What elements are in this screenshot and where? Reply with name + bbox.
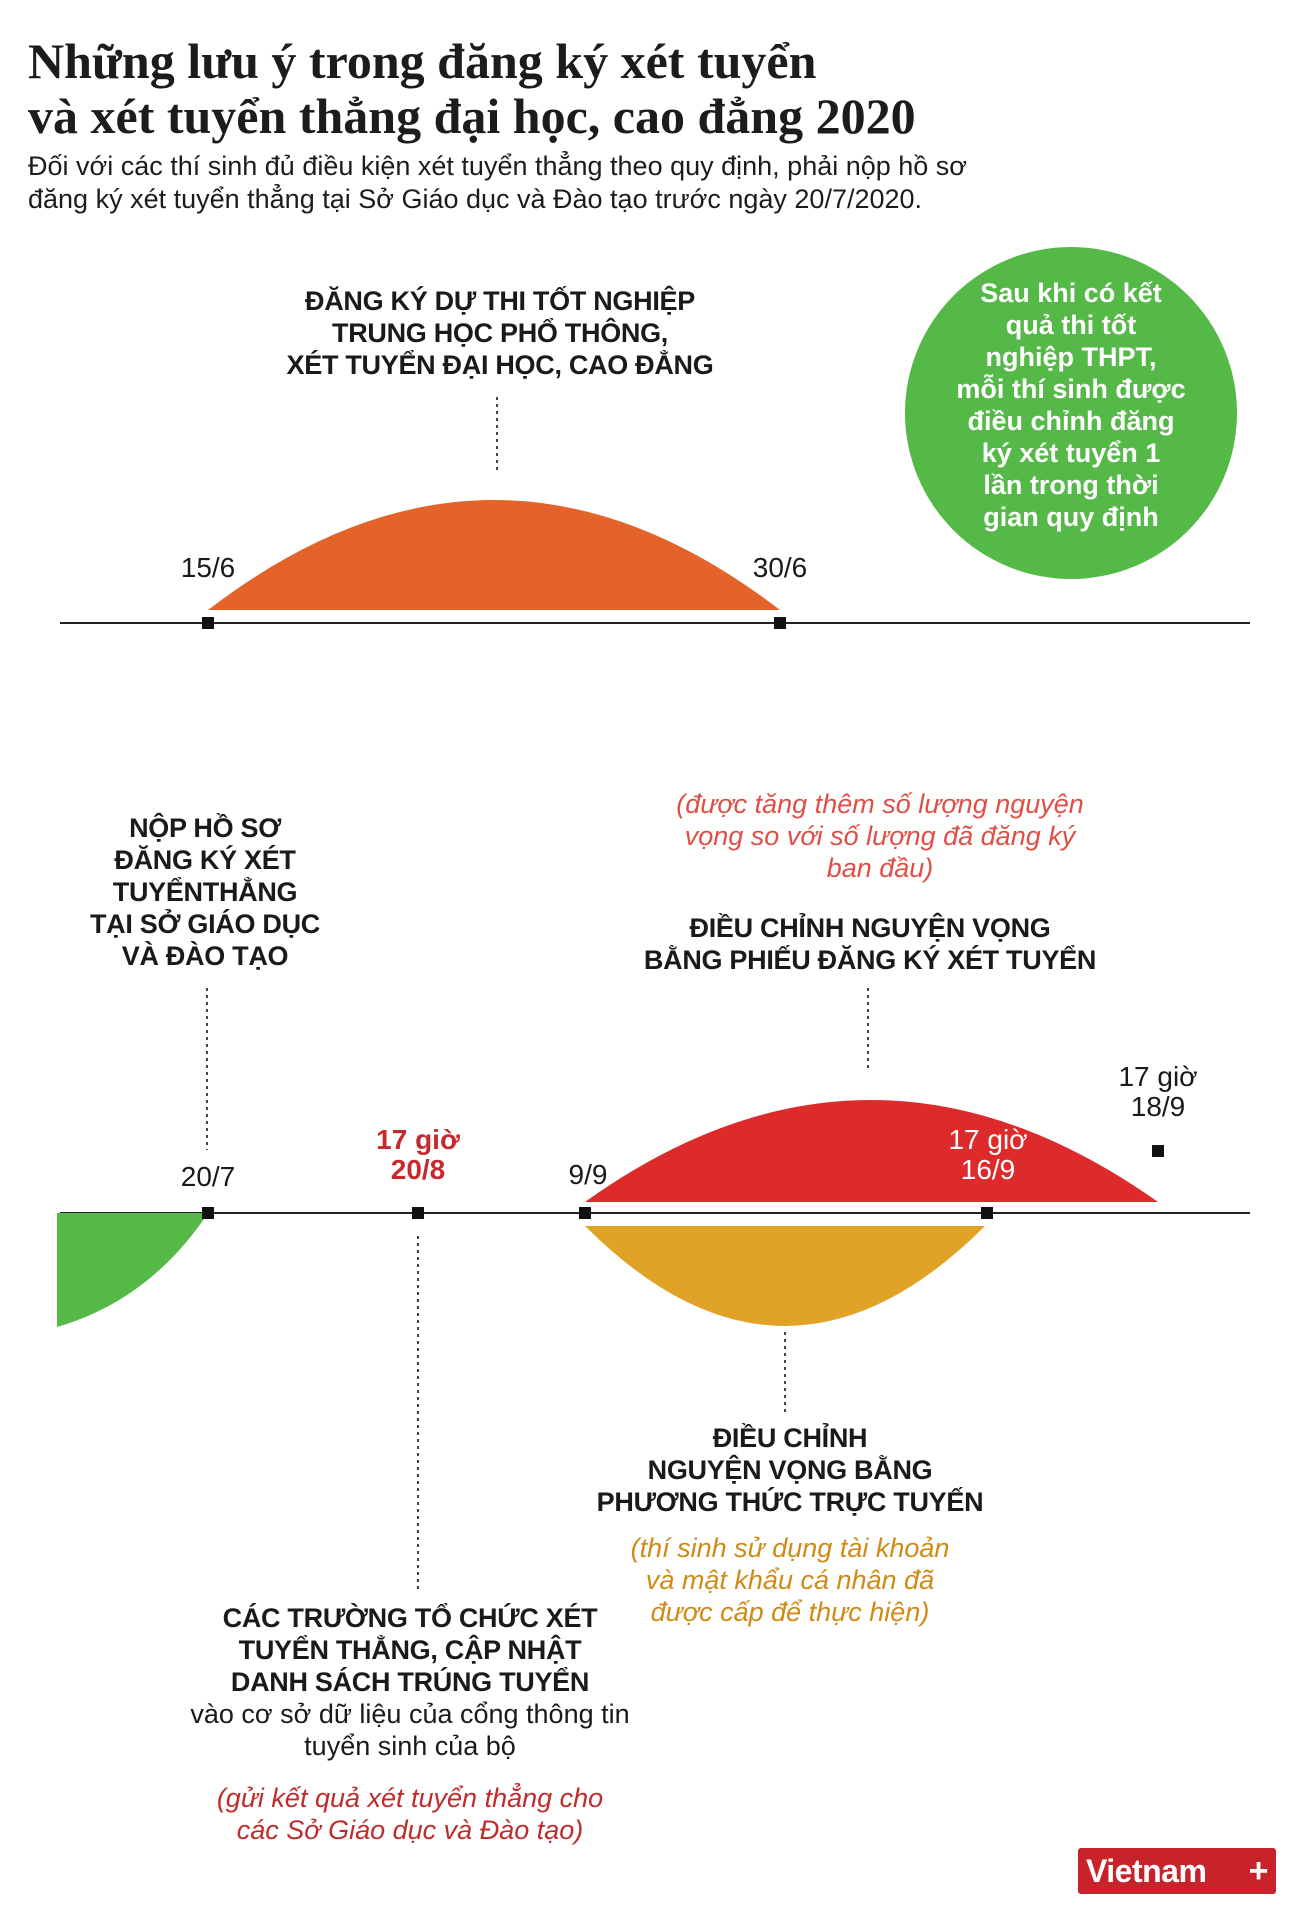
schools-note-line-2: các Sở Giáo dục và Đào tạo) xyxy=(236,1815,584,1845)
schools-event-label: CÁC TRƯỜNG TỔ CHỨC XÉT TUYỂN THẲNG, CẬP … xyxy=(160,1602,660,1698)
adjustment-info-text: Sau khi có kết quả thi tốt nghiệp THPT, … xyxy=(905,277,1237,533)
deadline-20-8: 17 giờ 20/8 xyxy=(348,1125,488,1185)
paper-event-line-1: ĐIỀU CHỈNH NGUYỆN VỌNG xyxy=(689,913,1051,943)
deadline-18-9-date: 18/9 xyxy=(1130,1091,1186,1122)
schools-note: (gửi kết quả xét tuyển thẳng cho các Sở … xyxy=(170,1782,650,1846)
info-line-5: điều chỉnh đăng xyxy=(967,406,1175,436)
deadline-18-9: 17 giờ 18/9 xyxy=(1098,1062,1218,1122)
online-note-line-1: (thí sinh sử dụng tài khoản xyxy=(630,1533,950,1563)
paper-adjustment-arc xyxy=(585,1100,1158,1202)
info-line-8: gian quy định xyxy=(983,502,1159,532)
marker-20-7 xyxy=(202,1207,214,1219)
logo-plus-icon: + xyxy=(1248,1852,1269,1890)
online-event-line-1: ĐIỀU CHỈNH xyxy=(712,1423,868,1453)
submit-line-1: NỘP HỒ SƠ xyxy=(129,813,281,843)
online-event-line-3: PHƯƠNG THỨC TRỰC TUYẾN xyxy=(596,1487,984,1517)
paper-note-line-3: ban đầu) xyxy=(826,853,934,883)
logo-text: Vietnam xyxy=(1086,1853,1207,1889)
online-event-label: ĐIỀU CHỈNH NGUYỆN VỌNG BẰNG PHƯƠNG THỨC … xyxy=(570,1422,1010,1518)
schools-detail-line-2: tuyển sinh của bộ xyxy=(304,1731,516,1761)
vietnamplus-logo: Vietnam + xyxy=(1078,1848,1276,1894)
page-title: Những lưu ý trong đăng ký xét tuyển và x… xyxy=(28,34,1078,144)
top-marker-15-6 xyxy=(202,617,214,629)
schools-note-line-1: (gửi kết quả xét tuyển thẳng cho xyxy=(216,1783,604,1813)
adjustment-info-circle xyxy=(905,247,1237,579)
subtitle: Đối với các thí sinh đủ điều kiện xét tu… xyxy=(28,151,968,214)
submit-line-3: TUYỂNTHẲNG xyxy=(112,877,298,907)
schools-detail: vào cơ sở dữ liệu của cổng thông tin tuy… xyxy=(150,1698,670,1762)
info-line-4: mỗi thí sinh được xyxy=(956,374,1186,404)
registration-event-label: ĐĂNG KÝ DỰ THI TỐT NGHIỆP TRUNG HỌC PHỔ … xyxy=(230,285,770,381)
schools-event-line-2: TUYỂN THẲNG, CẬP NHẬT xyxy=(238,1635,582,1665)
info-line-7: lần trong thời xyxy=(983,470,1159,500)
online-note: (thí sinh sử dụng tài khoản và mật khẩu … xyxy=(590,1532,990,1628)
marker-20-8 xyxy=(412,1207,424,1219)
online-adjustment-arc xyxy=(585,1226,985,1326)
online-event-line-2: NGUYỆN VỌNG BẰNG xyxy=(647,1455,933,1485)
top-marker-30-6 xyxy=(774,617,786,629)
marker-16-9 xyxy=(981,1207,993,1219)
title-line-2: và xét tuyển thẳng đại học, cao đẳng 202… xyxy=(28,88,916,144)
registration-line-2: TRUNG HỌC PHỔ THÔNG, xyxy=(332,318,668,348)
submit-line-5: VÀ ĐÀO TẠO xyxy=(121,941,289,971)
registration-line-1: ĐĂNG KÝ DỰ THI TỐT NGHIỆP xyxy=(305,286,695,316)
submit-line-4: TẠI SỞ GIÁO DỤC xyxy=(89,909,321,939)
info-line-6: ký xét tuyển 1 xyxy=(981,438,1161,468)
deadline-16-9-time: 17 giờ xyxy=(948,1124,1028,1155)
paper-event-label: ĐIỀU CHỈNH NGUYỆN VỌNG BẰNG PHIẾU ĐĂNG K… xyxy=(590,912,1150,976)
submit-event-label: NỘP HỒ SƠ ĐĂNG KÝ XÉT TUYỂNTHẲNG TẠI SỞ … xyxy=(50,812,360,972)
submit-period-arc xyxy=(57,1213,208,1327)
paper-note-line-1: (được tăng thêm số lượng nguyện xyxy=(676,789,1084,819)
paper-event-line-2: BẰNG PHIẾU ĐĂNG KÝ XÉT TUYỂN xyxy=(643,945,1097,975)
registration-period-arc xyxy=(208,500,780,610)
paper-note: (được tăng thêm số lượng nguyện vọng so … xyxy=(620,788,1140,884)
paper-note-line-2: vọng so với số lượng đã đăng ký xyxy=(684,821,1076,851)
deadline-20-8-date: 20/8 xyxy=(390,1154,446,1185)
deadline-20-8-time: 17 giờ xyxy=(376,1124,460,1155)
submit-line-2: ĐĂNG KÝ XÉT xyxy=(114,845,296,875)
date-30-6: 30/6 xyxy=(752,552,808,583)
registration-line-3: XÉT TUYỂN ĐẠI HỌC, CAO ĐẲNG xyxy=(286,350,714,380)
info-line-2: quả thi tốt xyxy=(1005,310,1137,340)
marker-9-9 xyxy=(579,1207,591,1219)
deadline-16-9: 17 giờ 16/9 xyxy=(928,1125,1048,1185)
info-line-3: nghiệp THPT, xyxy=(985,342,1157,372)
schools-event-line-1: CÁC TRƯỜNG TỔ CHỨC XÉT xyxy=(222,1603,598,1633)
date-9-9: 9/9 xyxy=(568,1159,608,1190)
online-note-line-3: được cấp để thực hiện) xyxy=(650,1597,930,1627)
deadline-18-9-time: 17 giờ xyxy=(1118,1061,1198,1092)
marker-18-9 xyxy=(1152,1145,1164,1157)
deadline-16-9-date: 16/9 xyxy=(960,1154,1016,1185)
title-line-1: Những lưu ý trong đăng ký xét tuyển xyxy=(28,33,817,89)
date-15-6: 15/6 xyxy=(180,552,236,583)
schools-event-line-3: DANH SÁCH TRÚNG TUYỂN xyxy=(230,1667,590,1697)
online-note-line-2: và mật khẩu cá nhân đã xyxy=(645,1565,935,1595)
info-line-1: Sau khi có kết xyxy=(980,278,1162,308)
date-20-7: 20/7 xyxy=(180,1161,236,1192)
schools-detail-line-1: vào cơ sở dữ liệu của cổng thông tin xyxy=(190,1699,630,1729)
